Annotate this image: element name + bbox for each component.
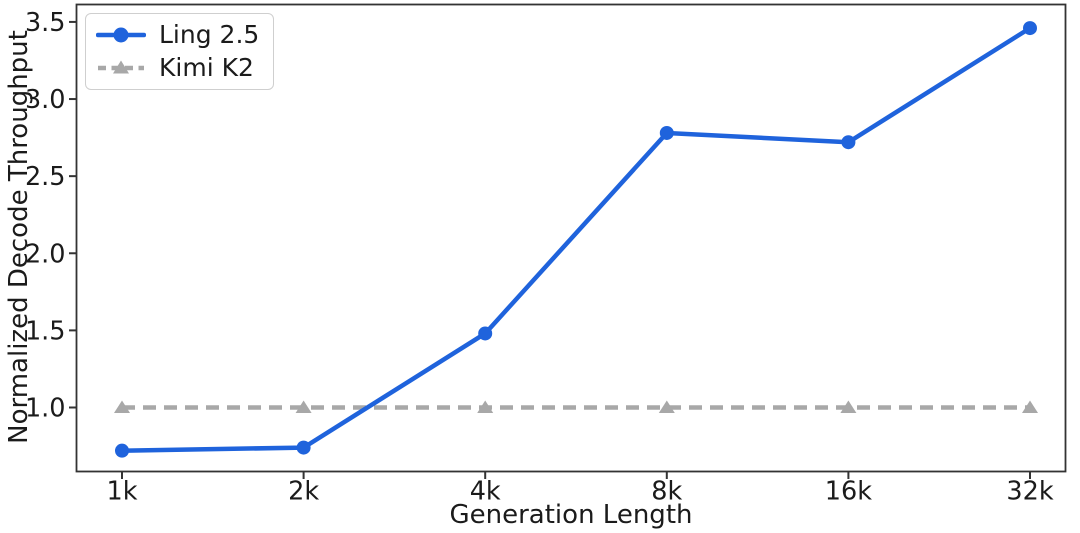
x-tick-label: 4k xyxy=(470,477,501,507)
data-point-marker-kimi-k2 xyxy=(1022,400,1038,413)
x-tick-label: 32k xyxy=(1006,477,1053,507)
data-point-marker-kimi-k2 xyxy=(114,400,130,413)
data-point-marker-kimi-k2 xyxy=(295,400,312,413)
y-axis-label: Normalized Decode Throughput xyxy=(4,30,34,444)
y-tick-label: 1.0 xyxy=(25,393,66,423)
data-point-marker-kimi-k2 xyxy=(658,400,675,413)
x-tick-label: 1k xyxy=(107,477,138,507)
x-axis-label: Generation Length xyxy=(449,500,693,530)
legend-item-ling: Ling 2.5 xyxy=(96,21,259,49)
y-tick-label: 3.5 xyxy=(25,8,66,38)
data-point-marker-ling-2-5 xyxy=(659,125,674,140)
series-line-ling-2-5 xyxy=(119,25,1033,453)
data-point-marker-ling-2-5 xyxy=(841,135,856,150)
data-point-marker-ling-2-5 xyxy=(1023,21,1037,36)
x-tick-label: 8k xyxy=(651,477,682,507)
legend-item-kimi: Kimi K2 xyxy=(96,54,259,82)
y-tick-label: 1.5 xyxy=(25,316,66,346)
x-tick-label: 16k xyxy=(825,477,872,507)
data-point-marker-ling-2-5 xyxy=(296,440,311,455)
ling-line-marker-icon xyxy=(96,27,146,43)
plot-frame xyxy=(75,3,1067,473)
data-point-marker-kimi-k2 xyxy=(840,400,857,413)
legend-label-kimi: Kimi K2 xyxy=(159,53,254,82)
data-point-marker-ling-2-5 xyxy=(115,443,129,458)
y-tick-label: 3.0 xyxy=(25,85,66,115)
x-tick-label: 2k xyxy=(288,477,319,507)
legend-label-ling: Ling 2.5 xyxy=(159,20,260,49)
data-point-marker-kimi-k2 xyxy=(477,400,494,413)
kimi-line-marker-icon xyxy=(98,60,144,74)
y-tick-label: 2.0 xyxy=(25,239,66,269)
y-tick-label: 2.5 xyxy=(25,162,66,192)
data-point-marker-ling-2-5 xyxy=(478,326,493,341)
legend: Ling 2.5 Kimi K2 xyxy=(85,13,275,90)
